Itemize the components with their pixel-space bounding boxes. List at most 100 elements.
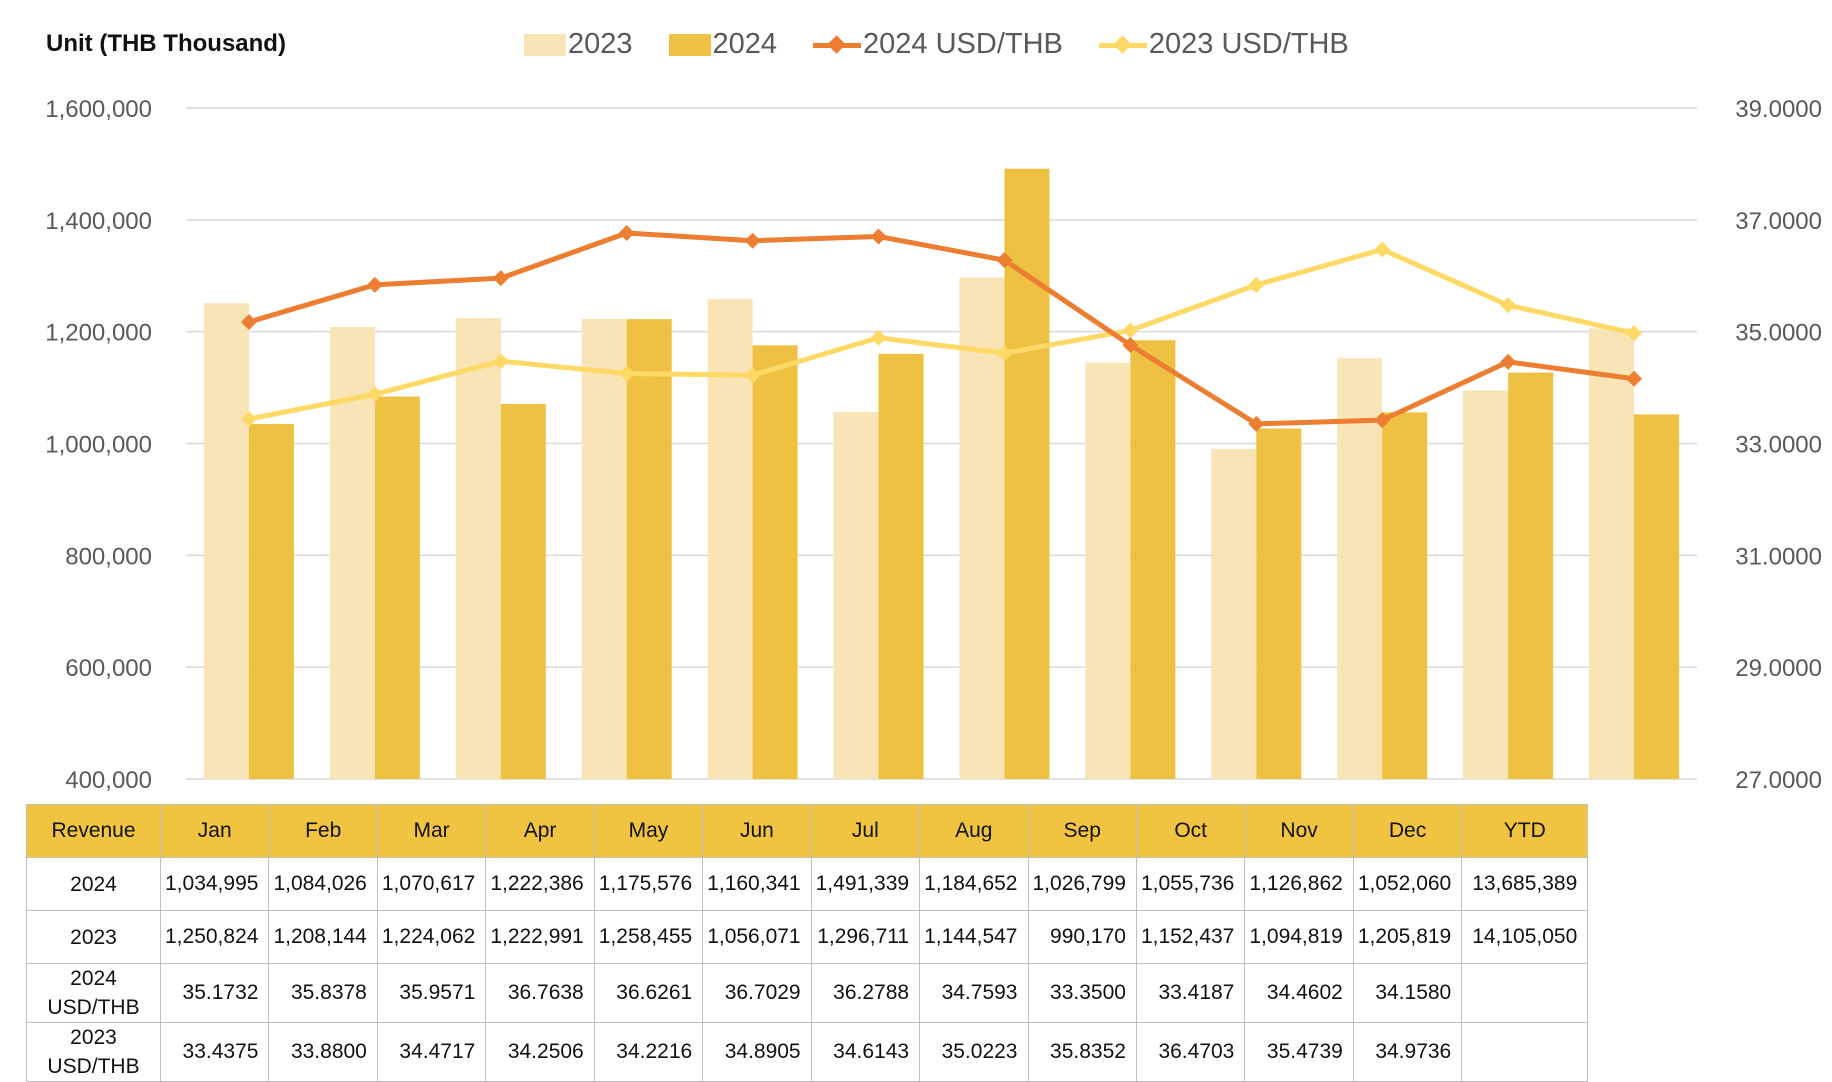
table-cell: 1,175,576 xyxy=(593,857,704,911)
table-row-label: 2023 USD/THB xyxy=(26,1022,161,1082)
marker-2024-usd-thb-nov xyxy=(1500,353,1517,370)
marker-2023-usd-thb-sep xyxy=(1248,276,1265,293)
legend-label: 2023 xyxy=(568,28,633,60)
right-axis-tick-label: 39.0000 xyxy=(1735,96,1822,123)
bar-2023-mar xyxy=(455,318,501,779)
chart-legend: 2023 2024 2024 USD/THB 2023 USD/THB xyxy=(524,28,1385,61)
table-header-cell: YTD xyxy=(1461,804,1589,858)
marker-2023-usd-thb-jan xyxy=(240,411,257,428)
table-row-label: 2024 xyxy=(26,857,161,911)
table-row-label-part: 2024 xyxy=(70,872,117,896)
table-cell: 1,052,060 xyxy=(1352,857,1463,911)
table-cell: 35.8352 xyxy=(1027,1022,1137,1082)
table-cell: 1,224,062 xyxy=(376,910,487,964)
table-header-cell: Mar xyxy=(376,804,487,858)
bar-2024-jun xyxy=(878,353,924,779)
table-header-cell: Jul xyxy=(810,804,921,858)
table-cell: 34.8905 xyxy=(702,1022,812,1082)
legend-item: 2023 USD/THB xyxy=(1098,28,1349,61)
bar-2024-may xyxy=(752,345,798,779)
table-cell: 1,222,991 xyxy=(485,910,595,964)
table-cell: 35.4739 xyxy=(1244,1022,1354,1082)
legend-item: 2023 xyxy=(524,28,633,61)
table-cell: 1,208,144 xyxy=(268,910,378,964)
marker-2023-usd-thb-apr xyxy=(618,365,635,382)
legend-label: 2023 USD/THB xyxy=(1148,28,1349,60)
right-axis-tick-label: 37.0000 xyxy=(1735,208,1822,235)
table-ytd-cell: 13,685,389 xyxy=(1461,857,1589,911)
revenue-table: Revenue Jan Feb Mar Apr May Jun Jul Aug Sep Oct Nov… xyxy=(26,804,1589,1082)
bar-2024-jul xyxy=(1004,168,1050,779)
legend-item: 2024 xyxy=(668,28,777,61)
table-row-label-part: USD/THB xyxy=(47,1055,140,1078)
table-header-cell: Nov xyxy=(1244,804,1354,858)
right-axis-tick-label: 33.0000 xyxy=(1735,432,1822,459)
left-axis-tick-label: 1,400,000 xyxy=(45,208,152,235)
legend-line-marker xyxy=(813,34,862,56)
table-cell: 1,026,799 xyxy=(1027,857,1137,911)
table-cell: 35.0223 xyxy=(919,1022,1029,1082)
legend-swatch xyxy=(668,33,711,56)
table-cell: 1,056,071 xyxy=(702,910,812,964)
bar-2023-nov xyxy=(1463,390,1509,779)
table-cell: 34.2506 xyxy=(485,1022,595,1082)
table-row-label: 2024 USD/THB xyxy=(26,963,161,1023)
bar-2023-sep xyxy=(1211,448,1257,779)
table-cell: 1,152,437 xyxy=(1135,910,1246,964)
table-header-row: Revenue Jan Feb Mar Apr May Jun Jul Aug Sep Oct Nov… xyxy=(26,804,1589,858)
marker-2023-usd-thb-nov xyxy=(1500,297,1517,314)
lines xyxy=(240,225,1643,432)
table-cell: 35.1732 xyxy=(159,963,270,1023)
marker-2024-usd-thb-jun xyxy=(870,228,887,245)
table-row: 2023 USD/THB 33.4375 33.8800 34.4717 34.2506 3… xyxy=(26,1022,1589,1082)
table-cell: 36.6261 xyxy=(593,963,704,1023)
bar-2023-apr xyxy=(581,318,627,779)
table-cell: 35.9571 xyxy=(376,963,487,1023)
table-cell: 1,070,617 xyxy=(376,857,487,911)
table-header-cell: Revenue xyxy=(26,804,161,858)
table-cell: 1,160,341 xyxy=(702,857,812,911)
marker-2024-usd-thb-jul xyxy=(996,252,1013,269)
left-axis-tick-label: 400,000 xyxy=(65,767,152,794)
table-cell: 34.2216 xyxy=(593,1022,704,1082)
bar-2023-jan xyxy=(203,303,249,779)
marker-2023-usd-thb-jul xyxy=(996,345,1013,362)
table-cell: 1,055,736 xyxy=(1135,857,1246,911)
bar-2023-may xyxy=(707,298,753,779)
marker-2024-usd-thb-mar xyxy=(492,270,509,287)
bar-2024-mar xyxy=(500,404,546,779)
bar-2024-feb xyxy=(374,396,420,779)
table-ytd-cell xyxy=(1461,963,1589,1023)
table-row-label: 2023 xyxy=(26,910,161,964)
bar-2024-jan xyxy=(248,423,294,779)
table-cell: 36.4703 xyxy=(1135,1022,1246,1082)
line-2024-usd-thb xyxy=(248,230,1635,427)
bar-2024-dec xyxy=(1634,414,1680,779)
table-cell: 1,184,652 xyxy=(919,857,1029,911)
line-2023-usd-thb xyxy=(248,246,1635,422)
unit-label: Unit (THB Thousand) xyxy=(46,30,286,57)
right-axis-tick-label: 29.0000 xyxy=(1735,655,1822,682)
table-cell: 1,258,455 xyxy=(593,910,704,964)
right-axis-tick-label: 35.0000 xyxy=(1735,320,1822,347)
table-cell: 33.3500 xyxy=(1027,963,1137,1023)
table-row-label-part: USD/THB xyxy=(47,996,140,1019)
table-ytd-cell xyxy=(1461,1022,1589,1082)
bar-2024-sep xyxy=(1256,428,1302,779)
legend-swatch xyxy=(524,33,566,56)
table-cell: 34.4602 xyxy=(1244,963,1354,1023)
table-cell: 36.7029 xyxy=(702,963,812,1023)
table-cell: 1,250,824 xyxy=(159,910,270,964)
marker-2023-usd-thb-may xyxy=(744,367,761,384)
table-header-cell: Apr xyxy=(485,804,595,858)
table-cell: 1,126,862 xyxy=(1244,857,1354,911)
table-cell: 34.9736 xyxy=(1352,1022,1463,1082)
table-cell: 33.8800 xyxy=(268,1022,378,1082)
table-row-label-part: 2023 xyxy=(70,1026,117,1049)
bar-2024-nov xyxy=(1508,372,1554,779)
legend-label: 2024 USD/THB xyxy=(863,28,1063,60)
table-cell: 1,094,819 xyxy=(1244,910,1354,964)
legend-line-marker xyxy=(1098,34,1147,56)
table-row-label-part: 2024 xyxy=(70,967,117,990)
left-axis-tick-label: 1,000,000 xyxy=(45,432,152,459)
